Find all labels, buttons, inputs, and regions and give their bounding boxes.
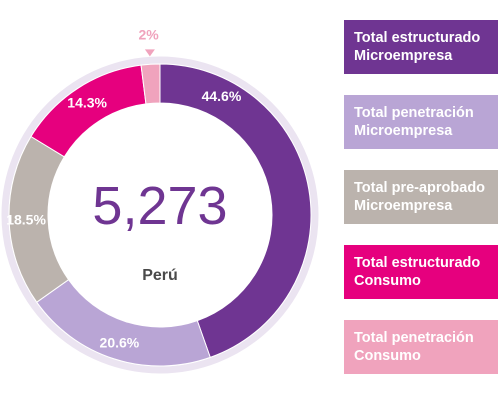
donut-outer-ring <box>1 56 319 374</box>
slice-label-5: 2% <box>139 26 160 42</box>
slice-2 <box>36 278 211 367</box>
legend-label-line1: Total pre-aprobado <box>354 180 486 196</box>
legend-item-estructurado-microempresa: Total estructurado Microempresa <box>344 20 498 74</box>
center-country-label: Perú <box>142 267 178 284</box>
center-total-value: 5,273 <box>92 176 227 236</box>
legend: Total estructurado Microempresa Total pe… <box>344 20 498 395</box>
legend-label-line2: Consumo <box>354 348 421 364</box>
legend-label-line2: Consumo <box>354 273 421 289</box>
legend-label-line1: Total estructurado <box>354 255 481 271</box>
legend-label-line1: Total penetración <box>354 105 474 121</box>
legend-label-line1: Total penetración <box>354 330 474 346</box>
legend-item-penetracion-microempresa: Total penetración Microempresa <box>344 95 498 149</box>
slice-label-1: 44.6% <box>202 88 242 104</box>
legend-label-line2: Microempresa <box>354 123 453 139</box>
legend-item-preaprobado-microempresa: Total pre-aprobado Microempresa <box>344 170 498 224</box>
slice-label-3: 18.5% <box>6 212 46 228</box>
slice-pointer-icon <box>144 49 155 57</box>
slice-labels: 44.6% 20.6% 18.5% 14.3% 2% <box>6 26 242 350</box>
slice-label-4: 14.3% <box>67 95 107 111</box>
legend-label-line1: Total estructurado <box>354 30 481 46</box>
slice-5 <box>140 63 161 105</box>
donut-chart: 5,273 Perú 44.6% 20.6% 18.5% 14.3% 2% <box>1 26 319 374</box>
legend-label-line2: Microempresa <box>354 198 453 214</box>
legend-item-penetracion-consumo: Total penetración Consumo <box>344 320 498 374</box>
legend-item-estructurado-consumo: Total estructurado Consumo <box>344 245 498 299</box>
donut-slices <box>1 56 319 374</box>
legend-label-line2: Microempresa <box>354 48 453 64</box>
slice-label-2: 20.6% <box>100 335 140 351</box>
slice-1 <box>159 63 312 359</box>
